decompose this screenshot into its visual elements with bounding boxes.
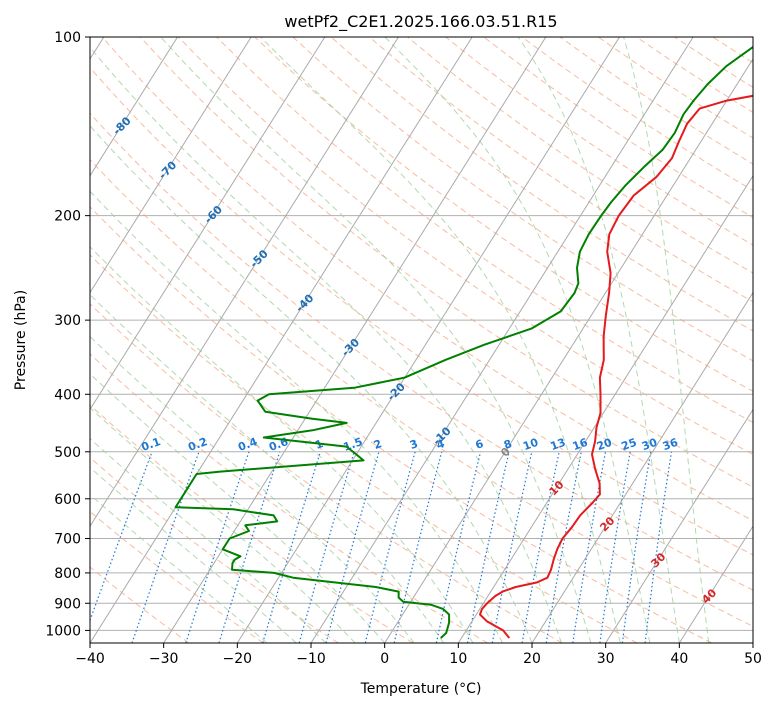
- isotherm-label: 10: [547, 478, 567, 498]
- x-tick-label: 40: [670, 651, 688, 667]
- mixing-ratio-label: 25: [620, 436, 639, 453]
- isotherm-label: -50: [248, 247, 271, 270]
- x-tick-label: −10: [296, 651, 326, 667]
- y-axis-label: Pressure (hPa): [13, 290, 29, 390]
- mixing-ratio-line: [622, 452, 650, 643]
- isotherm-line: [458, 37, 775, 643]
- mixing-ratio-line: [132, 452, 199, 643]
- y-tick-label: 600: [54, 492, 81, 508]
- x-axis: −40 −30 −20 −10 0 10 20 30 40 50: [75, 643, 762, 667]
- dry-adiabat: [560, 37, 775, 643]
- isotherm-label: -60: [202, 203, 225, 226]
- mixing-ratio-line: [186, 452, 249, 643]
- isotherm-line: [753, 37, 775, 643]
- isotherm-label: -70: [156, 158, 179, 181]
- moist-adiabat: [0, 37, 296, 643]
- dry-adiabat: [102, 37, 775, 643]
- chart-title: wetPf2_C2E1.2025.166.03.51.R15: [284, 12, 557, 32]
- isotherm-label: -30: [339, 336, 362, 359]
- mixing-ratio-line: [546, 452, 581, 643]
- dry-adiabat: [407, 37, 775, 643]
- isotherm-line: [385, 37, 767, 643]
- dry-adiabat: [675, 37, 775, 643]
- moist-adiabat: [161, 37, 591, 643]
- mixing-ratio-label: 10: [521, 436, 540, 454]
- mixing-ratio-label: 0.1: [140, 435, 163, 454]
- moist-adiabat: [0, 37, 503, 643]
- mixing-ratio-label: 3: [408, 437, 420, 452]
- mixing-ratio-line: [219, 452, 280, 643]
- mixing-ratio-label: 36: [661, 436, 680, 454]
- mixing-ratio-line: [394, 452, 442, 643]
- dry-adiabat: [293, 37, 775, 643]
- dry-adiabat: [0, 37, 338, 643]
- dry-adiabat: [0, 37, 637, 643]
- mixing-ratio-label: 30: [640, 436, 659, 454]
- isotherm-label: -40: [293, 291, 316, 314]
- mixing-ratio-line: [263, 452, 321, 643]
- mixing-ratio-label: 6: [474, 437, 486, 452]
- dry-adiabat: [64, 37, 775, 643]
- isotherm-label: -80: [110, 114, 133, 137]
- x-axis-label: Temperature (°C): [360, 681, 482, 697]
- mixing-ratio-line: [522, 452, 559, 643]
- isotherm-line: [90, 37, 472, 643]
- x-tick-label: 30: [597, 651, 615, 667]
- mixing-ratio-label: 0.2: [186, 435, 209, 454]
- x-tick-label: −40: [75, 651, 105, 667]
- y-tick-label: 300: [54, 313, 81, 329]
- x-tick-label: 10: [449, 651, 467, 667]
- mixing-ratio-line: [645, 452, 671, 643]
- dry-adiabat: [484, 37, 775, 643]
- x-tick-label: 50: [744, 651, 762, 667]
- y-tick-label: 400: [54, 387, 81, 403]
- isotherm-line: [311, 37, 693, 643]
- isotherm-line: [606, 37, 775, 643]
- mixing-ratio-label: 2: [372, 437, 384, 452]
- mixing-ratio-label: 20: [595, 436, 614, 454]
- dry-adiabat: [598, 37, 775, 643]
- x-tick-label: 20: [523, 651, 541, 667]
- dry-adiabat: [331, 37, 775, 643]
- isotherm-line: [16, 37, 398, 643]
- y-axis: 100 200 300 400 500 600 700 800 900 1000: [45, 30, 90, 639]
- y-tick-label: 100: [54, 30, 81, 46]
- moist-adiabat: [0, 37, 385, 643]
- profile-series: [176, 37, 775, 638]
- x-tick-label: −20: [223, 651, 253, 667]
- mixing-ratio-label: 0.4: [236, 435, 259, 454]
- x-tick-label: 0: [380, 651, 389, 667]
- mixing-ratio-line: [468, 452, 510, 643]
- x-tick-label: −30: [149, 651, 179, 667]
- y-tick-label: 800: [54, 566, 81, 582]
- mixing-ratio-line: [365, 452, 415, 643]
- dry-adiabat: [751, 37, 775, 643]
- moist-adiabat: [0, 37, 355, 643]
- y-tick-label: 500: [54, 445, 81, 461]
- y-tick-label: 200: [54, 209, 81, 225]
- dry-adiabat: [369, 37, 775, 643]
- moist-adiabat: [0, 37, 473, 643]
- y-tick-label: 1000: [45, 623, 81, 639]
- isotherm-label: 20: [597, 514, 617, 534]
- moist-adiabat: [82, 37, 562, 643]
- mixing-ratio-line: [573, 452, 606, 643]
- isotherm-label: -20: [385, 380, 408, 403]
- moist-adiabat: [0, 37, 444, 643]
- y-tick-label: 700: [54, 532, 81, 548]
- mixing-ratio-line: [492, 452, 532, 643]
- dry-adiabat: [0, 37, 264, 643]
- moist-adiabat: [518, 37, 679, 643]
- mixing-ratio-label: 13: [549, 436, 568, 453]
- y-tick-label: 900: [54, 596, 81, 612]
- dry-adiabat: [713, 37, 775, 643]
